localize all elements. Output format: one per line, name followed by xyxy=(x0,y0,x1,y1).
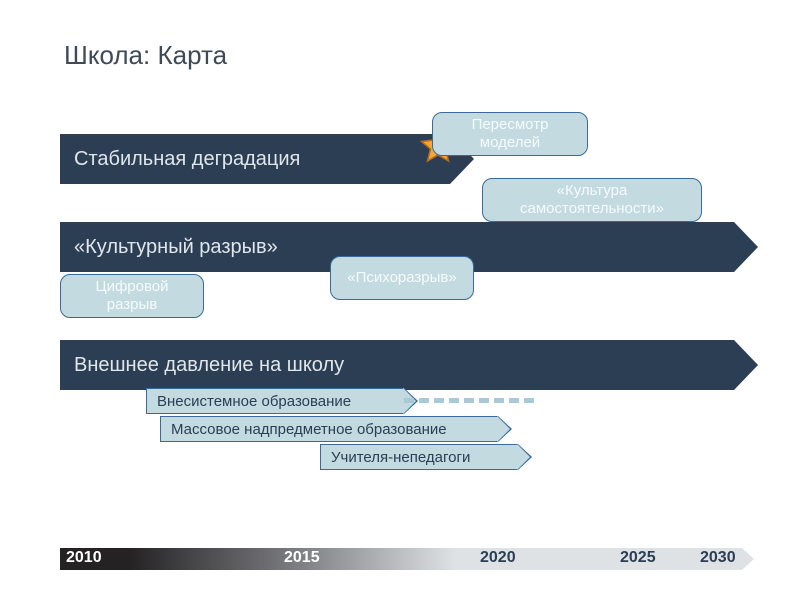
timeline-label: 2010 xyxy=(66,549,102,567)
sub-arrow: Массовое надпредметное образование xyxy=(160,416,498,442)
main-arrow: Внешнее давление на школу xyxy=(60,340,734,390)
main-arrow: Стабильная деградация xyxy=(60,134,450,184)
callout: Цифровой разрыв xyxy=(60,274,204,318)
timeline-label: 2030 xyxy=(700,549,736,567)
callout: «Психоразрыв» xyxy=(330,256,474,300)
callout: «Культура самостоятельности» xyxy=(482,178,702,222)
timeline-bar: 2010 2015 2020 2025 2030 xyxy=(60,548,742,570)
sub-arrow: Учителя-непедагоги xyxy=(320,444,518,470)
timeline-label: 2020 xyxy=(480,549,516,567)
sub-arrow: Внесистемное образование xyxy=(146,388,404,414)
callout: Пересмотр моделей xyxy=(432,112,588,156)
timeline-label: 2015 xyxy=(284,549,320,567)
page-title: Школа: Карта xyxy=(64,40,227,71)
dash-line xyxy=(404,398,534,403)
timeline-label: 2025 xyxy=(620,549,656,567)
